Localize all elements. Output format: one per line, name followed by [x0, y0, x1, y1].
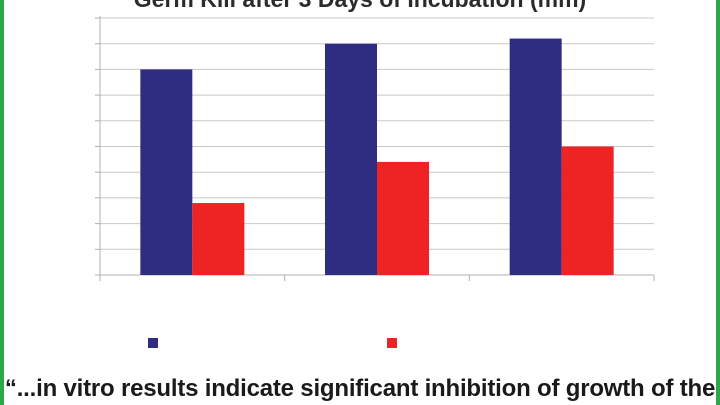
legend-swatch-series-1: [148, 338, 158, 348]
bar-series-2-category-2: [377, 161, 429, 275]
legend-item-series-1: [148, 338, 164, 348]
legend-item-series-2: [387, 338, 403, 348]
bars: [140, 38, 614, 276]
bar-chart: [95, 16, 655, 281]
legend: [4, 338, 716, 354]
bar-series-1-category-3: [509, 38, 562, 276]
quote-text: “...in vitro results indicate significan…: [4, 375, 716, 402]
bar-series-1-category-1: [140, 69, 193, 276]
bar-series-2-category-1: [192, 203, 245, 275]
chart-title: Germ Kill after 3 Days of Incubation (mm…: [4, 0, 716, 13]
bar-series-1-category-2: [325, 43, 377, 276]
bar-series-2-category-3: [561, 146, 614, 275]
legend-swatch-series-2: [387, 338, 397, 348]
